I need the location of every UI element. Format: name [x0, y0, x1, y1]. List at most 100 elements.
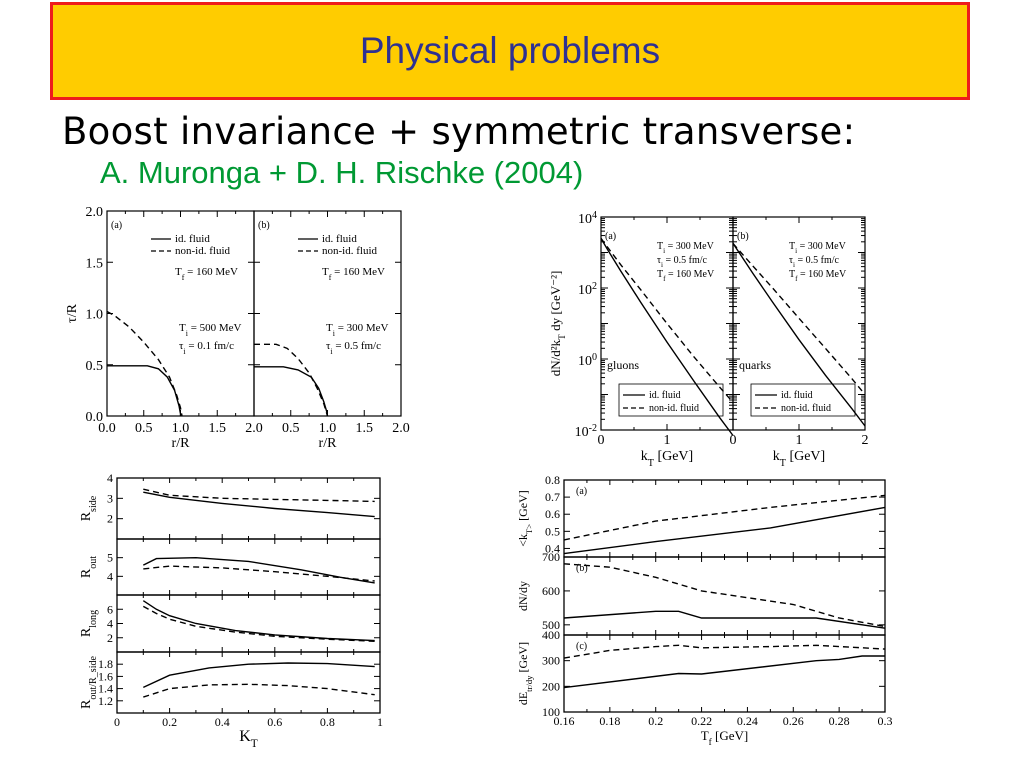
- x-tick-label: 2.0: [245, 421, 263, 436]
- ideal-fluid-curve: [600, 238, 734, 436]
- panel-label: (a): [605, 231, 616, 242]
- y-tick-label: 2: [107, 512, 113, 526]
- y-axis-label: Rout/R_side: [79, 655, 99, 709]
- plot-frame: [563, 479, 886, 558]
- panel-label: (a): [111, 220, 122, 231]
- y-tick-label: 104: [578, 210, 597, 228]
- y-axis-label: dN/d²kT dy [GeV⁻²]: [548, 271, 568, 377]
- x-axis-label: r/R: [172, 436, 191, 451]
- x-tick-label: 0.6: [267, 715, 282, 729]
- annotation-text: Ti = 500 MeV: [179, 322, 242, 338]
- x-tick-label: 0.8: [320, 715, 335, 729]
- y-tick-label: 200: [542, 679, 560, 693]
- hbt-panel-1: [116, 538, 381, 596]
- x-axis-label: KT: [239, 728, 258, 750]
- solid-curve: [563, 610, 886, 629]
- x-tick-label: 0.2: [648, 714, 663, 728]
- annotation-text: τi = 0.5 fm/c: [789, 255, 840, 269]
- title-banner: Physical problems: [50, 2, 970, 100]
- x-tick-label: 0.3: [878, 714, 893, 728]
- x-tick-label: 0.16: [554, 714, 575, 728]
- annotation-text: Tf = 160 MeV: [657, 269, 715, 283]
- x-tick-label: 0.5: [135, 421, 153, 436]
- ideal-fluid-curve: [732, 243, 866, 427]
- x-tick-label: 0.0: [98, 421, 116, 436]
- panel-label: (a): [576, 486, 587, 497]
- x-tick-label: 0.24: [737, 714, 758, 728]
- plot-frame: [116, 651, 381, 714]
- solid-curve: [143, 662, 375, 689]
- annotation-text: Tf = 160 MeV: [789, 269, 847, 283]
- solid-curve: [142, 556, 375, 584]
- y-tick-label: 4: [107, 471, 113, 485]
- y-tick-label: 1.5: [86, 256, 104, 271]
- y-tick-label: 0.0: [86, 410, 104, 425]
- x-tick-label: 0.26: [783, 714, 804, 728]
- legend-label: id. fluid: [322, 233, 357, 245]
- y-tick-label: 2: [107, 631, 113, 645]
- y-tick-label: 600: [542, 584, 560, 598]
- x-tick-label: 1: [377, 715, 383, 729]
- x-axis-label: Tf [GeV]: [701, 728, 749, 748]
- x-tick-label: 0.4: [215, 715, 230, 729]
- slide-title: Physical problems: [359, 30, 661, 71]
- hbt-radii-figure: 234Rside45Rout246Rlong1.21.41.61.8Rout/R…: [79, 471, 383, 750]
- legend-label: non-id. fluid: [649, 403, 699, 414]
- x-tick-label: 1.5: [356, 421, 374, 436]
- y-tick-label: 400: [542, 628, 560, 642]
- legend-label: id. fluid: [781, 390, 813, 401]
- x-tick-label: 0: [730, 433, 737, 448]
- plot-frame: [563, 556, 886, 636]
- y-tick-label: 10-2: [575, 423, 597, 441]
- x-tick-label: 0.28: [829, 714, 850, 728]
- freeze-temp-panel-2: (c): [563, 634, 886, 713]
- y-axis-label: Rside: [79, 495, 99, 521]
- legend-label: non-id. fluid: [781, 403, 831, 414]
- y-tick-label: 500: [542, 618, 560, 632]
- freeze-temp-panel-0: (a): [563, 479, 886, 558]
- y-tick-label: 700: [542, 550, 560, 564]
- authors-line: A. Muronga + D. H. Rischke (2004): [100, 155, 584, 190]
- x-axis-label: r/R: [319, 436, 338, 451]
- legend-label: id. fluid: [175, 233, 210, 245]
- ideal-fluid-curve: [254, 366, 329, 417]
- y-tick-label: 0.8: [545, 473, 560, 487]
- x-tick-label: 0.2: [162, 715, 177, 729]
- y-axis-label: Rlong: [79, 610, 99, 637]
- y-tick-label: 0.6: [545, 507, 560, 521]
- solid-curve: [143, 491, 375, 518]
- x-tick-label: 2: [862, 433, 869, 448]
- ideal-fluid-curve: [107, 365, 182, 416]
- x-tick-label: 1.0: [319, 421, 337, 436]
- x-tick-label: 1: [796, 433, 803, 448]
- y-tick-label: 100: [578, 352, 597, 370]
- particle-label: quarks: [739, 358, 771, 372]
- annotation-text: τi = 0.1 fm/c: [179, 340, 234, 356]
- hbt-panel-3: [116, 651, 381, 714]
- solid-curve: [142, 600, 375, 642]
- non-ideal-fluid-curve: [254, 343, 329, 417]
- particle-label: gluons: [607, 358, 639, 372]
- y-axis-label: Rout: [79, 556, 99, 578]
- y-tick-label: 300: [542, 654, 560, 668]
- legend-label: non-id. fluid: [175, 245, 230, 257]
- non-ideal-fluid-curve: [106, 310, 183, 417]
- plot-frame: [116, 477, 381, 540]
- dashed-curve: [563, 563, 886, 628]
- y-axis-label: dN/dy: [516, 581, 530, 611]
- y-tick-label: 102: [578, 281, 597, 299]
- y-tick-label: 4: [107, 617, 113, 631]
- dashed-curve: [143, 683, 375, 698]
- y-axis-label: τ/R: [65, 303, 80, 323]
- annotation-text: τi = 0.5 fm/c: [657, 255, 708, 269]
- x-tick-label: 1: [664, 433, 671, 448]
- panel-label: (b): [576, 563, 588, 574]
- y-tick-label: 1.2: [98, 694, 113, 708]
- dashed-curve: [143, 488, 375, 503]
- x-tick-label: 1.5: [209, 421, 227, 436]
- annotation-text: τi = 0.5 fm/c: [326, 340, 381, 356]
- y-tick-label: 100: [542, 705, 560, 719]
- y-axis-label: dEtr/dy [GeV]: [516, 642, 534, 705]
